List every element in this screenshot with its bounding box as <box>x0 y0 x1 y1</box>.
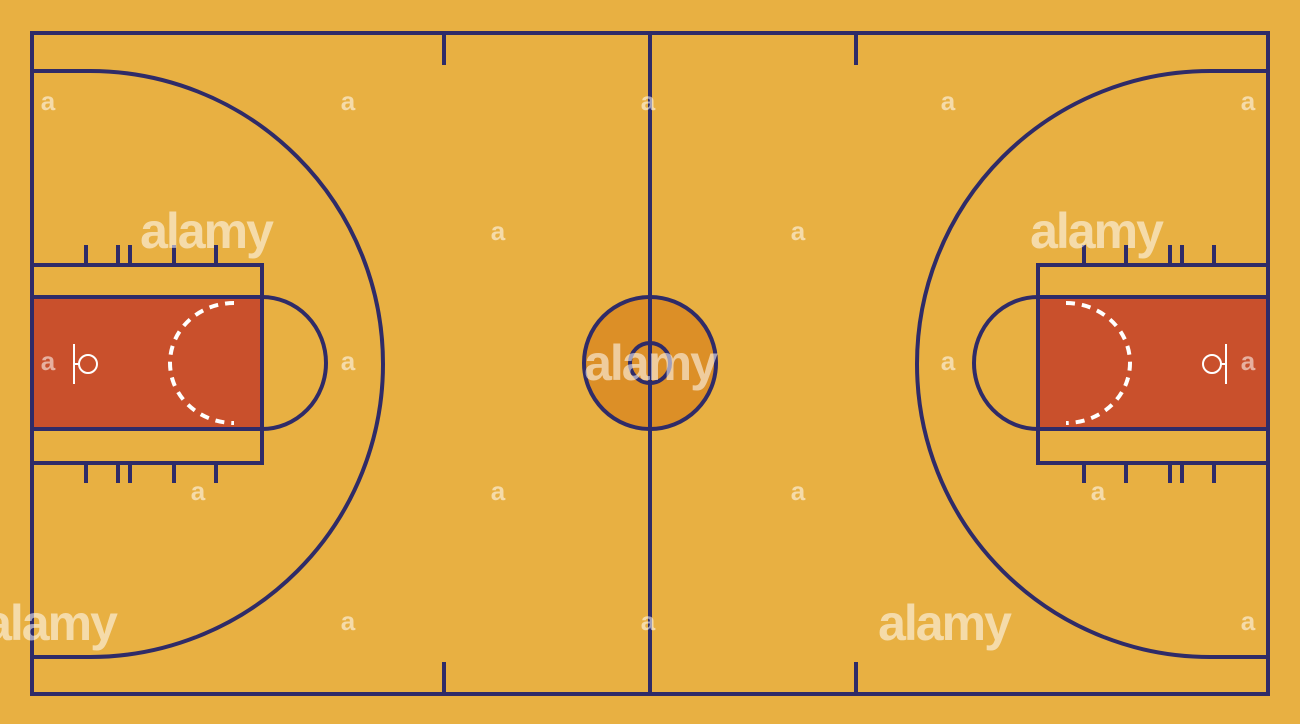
court-lines <box>30 31 1270 696</box>
watermark-glyph: a <box>641 86 656 116</box>
watermark-glyph: a <box>491 476 506 506</box>
watermark-glyph: a <box>941 86 956 116</box>
right-inner-lane <box>1036 295 1270 431</box>
watermark-glyph: a <box>191 476 206 506</box>
watermark-glyph: a <box>1241 346 1256 376</box>
watermark-glyph: a <box>641 606 656 636</box>
watermark-logo: alamy <box>1030 203 1164 259</box>
left-free-throw-dashed-arc <box>168 301 235 425</box>
watermark-glyph: a <box>41 86 56 116</box>
right-hoop-icon <box>1202 344 1227 384</box>
left-three-point-arc <box>32 69 385 659</box>
right-free-throw-dashed-arc <box>1065 301 1132 425</box>
left-inner-lane <box>30 295 264 431</box>
right-three-point-arc <box>915 69 1268 659</box>
watermark-glyph: a <box>1091 476 1106 506</box>
watermark-glyph: a <box>341 606 356 636</box>
center-circle-inner <box>628 341 672 385</box>
right-free-throw-semicircle <box>972 295 1039 431</box>
right-paint <box>1038 297 1266 429</box>
watermark-logo: alamy <box>584 335 718 391</box>
watermark-glyph: a <box>341 86 356 116</box>
watermark-layer: alamy alamy alamy alamy alamy a a a a a … <box>0 86 1256 651</box>
watermark-logo: alamy <box>140 203 274 259</box>
left-lane-hash-marks <box>84 245 218 483</box>
watermark-glyph: a <box>491 216 506 246</box>
left-hoop-icon <box>73 344 98 384</box>
left-paint <box>34 297 262 429</box>
watermark-glyph: a <box>41 346 56 376</box>
center-circle-outer <box>582 295 718 431</box>
watermark-glyph: a <box>341 346 356 376</box>
watermark-glyph: a <box>1241 86 1256 116</box>
watermark-glyph: a <box>941 346 956 376</box>
watermark-logo: alamy <box>878 595 1012 651</box>
right-lane-hash-marks <box>1082 245 1216 483</box>
watermark-glyph: a <box>791 476 806 506</box>
left-free-throw-semicircle <box>261 295 328 431</box>
watermark-glyph: a <box>791 216 806 246</box>
watermark-logo: alamy <box>0 595 118 651</box>
watermark-glyph: a <box>1241 606 1256 636</box>
